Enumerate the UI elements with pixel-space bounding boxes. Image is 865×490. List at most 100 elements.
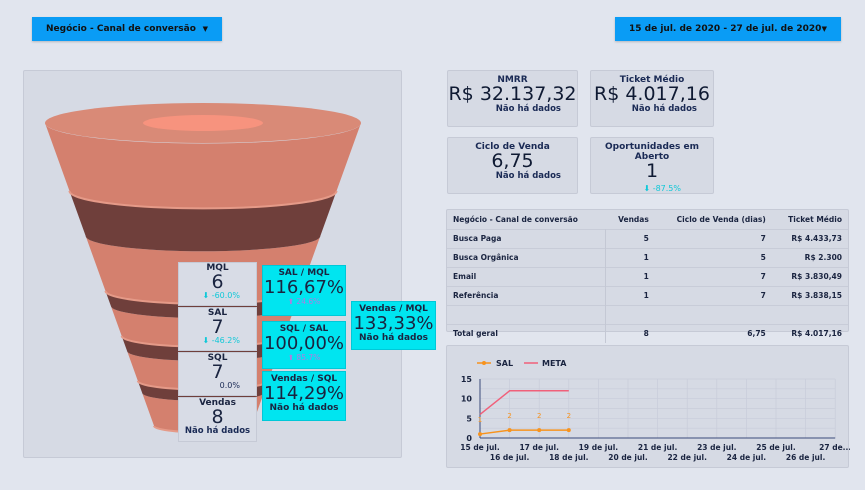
stage-delta: ⬇ -60.0% xyxy=(202,291,240,300)
total-cell: 8 xyxy=(605,323,655,343)
sal-data-label: 2 xyxy=(507,412,511,420)
stage-delta: ⬇ -46.2% xyxy=(202,336,240,345)
ratio-value: 116,67% xyxy=(263,277,345,298)
stage-title: MQL xyxy=(206,263,229,273)
channel-table: Negócio - Canal de conversão Vendas Ciclo … xyxy=(446,209,849,343)
x-tick-label: 27 de... xyxy=(819,443,850,452)
stage-title: Vendas xyxy=(199,398,236,408)
table-cell: Referência xyxy=(447,285,606,305)
table-total-row: Total geral 8 6,75 R$ 4.017,16 xyxy=(447,323,848,343)
table-cell: Busca Paga xyxy=(447,228,606,248)
ratio-title: SAL / MQL xyxy=(278,268,330,278)
total-cell: 6,75 xyxy=(654,323,772,343)
series-line-meta xyxy=(479,390,569,415)
legend-sal-marker xyxy=(482,361,486,365)
funnel-band-rim xyxy=(68,190,338,210)
ratio-title: Vendas / MQL xyxy=(359,304,428,314)
table-cell: 7 xyxy=(654,266,772,286)
x-tick-label: 22 de jul. xyxy=(667,453,707,462)
total-cell: Total geral xyxy=(447,323,606,343)
x-tick-label: 25 de jul. xyxy=(756,443,796,452)
funnel-stage-vendas: Vendas 8 Não há dados xyxy=(178,397,257,442)
table-cell: Busca Orgânica xyxy=(447,247,606,267)
kpi-card: Ciclo de Venda 6,75 Não há dados xyxy=(447,137,578,194)
kpi-card: NMRR R$ 32.137,32 Não há dados xyxy=(447,70,578,127)
table-cell: 5 xyxy=(654,247,772,267)
kpi-title: Ticket Médio xyxy=(619,75,685,85)
kpi-value: 6,75 xyxy=(491,150,534,172)
series-line-sal xyxy=(479,429,569,435)
kpi-title: Ciclo de Venda xyxy=(475,142,550,152)
kpi-title: NMRR xyxy=(497,75,528,85)
legend-sal[interactable]: SAL xyxy=(496,359,513,368)
sal-point[interactable] xyxy=(566,428,571,433)
stage-delta: 0.0% xyxy=(219,381,240,390)
funnel-stage-sal: SAL 7 ⬇ -46.2% xyxy=(178,307,257,351)
table-cell: 1 xyxy=(605,266,655,286)
x-tick-label: 26 de jul. xyxy=(786,453,826,462)
channel-filter-dropdown[interactable]: Negócio - Canal de conversão ▼ xyxy=(32,17,222,41)
funnel-inner xyxy=(143,115,263,131)
legend-meta[interactable]: META xyxy=(542,359,567,368)
funnel-stage-mql: MQL 6 ⬇ -60.0% xyxy=(178,262,257,306)
stage-title: SAL xyxy=(207,308,228,318)
sal-point[interactable] xyxy=(507,428,512,433)
x-tick-label: 17 de jul. xyxy=(519,443,559,452)
table-row[interactable]: Email 1 7 R$ 3.830,49 xyxy=(447,266,848,286)
funnel-stage-sql: SQL 7 0.0% xyxy=(178,352,257,396)
y-tick-label: 5 xyxy=(466,414,472,423)
stage-value: 7 xyxy=(211,316,224,338)
stage-value: 7 xyxy=(211,361,224,383)
funnel-band xyxy=(45,123,361,209)
table-cell: R$ 3.830,49 xyxy=(771,266,848,286)
table-cell: 5 xyxy=(605,228,655,248)
table-cell: 7 xyxy=(654,285,772,305)
table-cell: Email xyxy=(447,266,606,286)
kpi-card: Oportunidades em Aberto 1 ⬇ -87.5% xyxy=(590,137,714,194)
stage-value: 6 xyxy=(211,271,224,293)
ratio-card: SQL / SAL 100,00% ⬆ 85.7% xyxy=(262,321,346,369)
stage-title: SQL xyxy=(207,353,228,363)
sal-meta-chart-panel: 0 5 10 15 15 de jul. 16 de jul. 17 de jul. 18 d… xyxy=(446,345,851,468)
table-cell: R$ 2.300 xyxy=(771,247,848,267)
x-tick-label: 18 de jul. xyxy=(549,453,589,462)
ratio-value: 133,33% xyxy=(353,313,434,334)
kpi-delta: ⬇ -87.5% xyxy=(643,184,681,193)
table-cell: 1 xyxy=(605,285,655,305)
table-spacer-row xyxy=(447,304,848,324)
column-header[interactable]: Ticket Médio xyxy=(788,214,842,224)
table-cell: R$ 4.433,73 xyxy=(771,228,848,248)
x-tick-label: 15 de jul. xyxy=(460,443,500,452)
table-row[interactable]: Busca Paga 5 7 R$ 4.433,73 xyxy=(447,228,848,248)
x-tick-label: 16 de jul. xyxy=(490,453,530,462)
kpi-subtitle: Não há dados xyxy=(495,171,561,181)
table-cell: 7 xyxy=(654,228,772,248)
table-row[interactable]: Referência 1 7 R$ 3.838,15 xyxy=(447,285,848,305)
x-tick-label: 24 de jul. xyxy=(727,453,767,462)
kpi-card: Ticket Médio R$ 4.017,16 Não há dados xyxy=(590,70,714,127)
table-cell: R$ 3.838,15 xyxy=(771,285,848,305)
kpi-value: R$ 32.137,32 xyxy=(448,83,577,105)
column-header[interactable]: Ciclo de Venda (dias) xyxy=(676,214,766,224)
caret-down-icon: ▼ xyxy=(202,25,208,33)
sal-point[interactable] xyxy=(537,428,542,433)
ratio-title: Vendas / SQL xyxy=(270,374,338,384)
table-header-row: Negócio - Canal de conversão Vendas Ciclo … xyxy=(447,210,848,229)
y-tick-label: 15 xyxy=(461,375,473,384)
table-row[interactable]: Busca Orgânica 1 5 R$ 2.300 xyxy=(447,247,848,267)
y-tick-label: 0 xyxy=(466,434,472,443)
sal-point[interactable] xyxy=(478,432,482,437)
ratio-delta: ⬆ 85.7% xyxy=(287,353,321,362)
x-tick-label: 23 de jul. xyxy=(697,443,737,452)
ratio-delta: ⬆ 24.6% xyxy=(287,297,321,306)
y-tick-label: 10 xyxy=(461,395,473,404)
date-range-dropdown[interactable]: 15 de jul. de 2020 - 27 de jul. de 2020 ▼ xyxy=(615,17,841,41)
caret-down-icon: ▼ xyxy=(821,25,827,33)
ratio-card: Vendas / SQL 114,29% Não há dados xyxy=(262,371,346,421)
x-tick-label: 20 de jul. xyxy=(608,453,648,462)
stage-value: 8 xyxy=(211,406,224,428)
column-header[interactable]: Vendas xyxy=(618,214,649,224)
ratio-value: 114,29% xyxy=(263,383,345,404)
column-header[interactable]: Negócio - Canal de conversão xyxy=(453,214,578,224)
kpi-value: R$ 4.017,16 xyxy=(594,83,710,105)
